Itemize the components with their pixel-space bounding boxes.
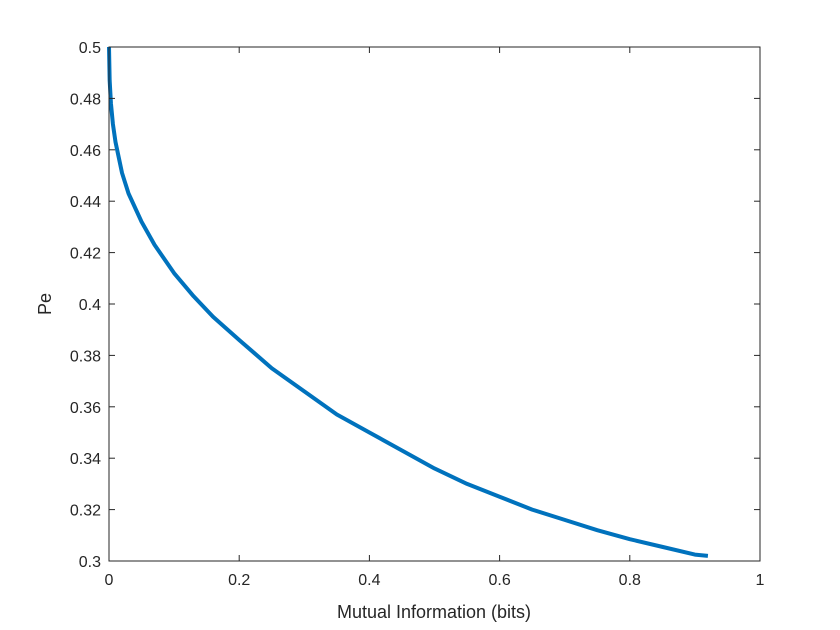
y-tick-label: 0.4 xyxy=(79,297,101,314)
y-tick-label: 0.48 xyxy=(70,91,101,108)
y-tick-label: 0.44 xyxy=(70,194,101,211)
series-line-0 xyxy=(107,46,709,558)
y-tick-label: 0.46 xyxy=(70,143,101,160)
x-tick-label: 1 xyxy=(756,572,765,589)
y-tick-label: 0.5 xyxy=(79,40,101,57)
y-tick-label: 0.3 xyxy=(79,554,101,571)
y-axis-label: Pe xyxy=(35,293,55,315)
x-axis-ticks: 0 0.2 0.4 0.6 0.8 1 xyxy=(105,47,765,589)
y-axis-ticks: 0.3 0.32 0.34 0.36 0.38 0.4 0.42 0.44 0.46 0.48 0.… xyxy=(70,40,760,571)
plot-background xyxy=(109,47,760,561)
x-tick-label: 0.6 xyxy=(488,572,510,589)
y-tick-label: 0.38 xyxy=(70,348,101,365)
y-tick-label: 0.34 xyxy=(70,451,101,468)
x-tick-label: 0 xyxy=(105,572,114,589)
y-tick-label: 0.36 xyxy=(70,400,101,417)
plot-area xyxy=(109,47,760,561)
x-axis-label: Mutual Information (bits) xyxy=(337,602,531,622)
y-tick-label: 0.32 xyxy=(70,503,101,520)
y-tick-label: 0.42 xyxy=(70,246,101,263)
x-tick-label: 0.4 xyxy=(358,572,380,589)
series-layer xyxy=(107,46,709,558)
x-tick-label: 0.8 xyxy=(619,572,641,589)
x-tick-label: 0.2 xyxy=(228,572,250,589)
